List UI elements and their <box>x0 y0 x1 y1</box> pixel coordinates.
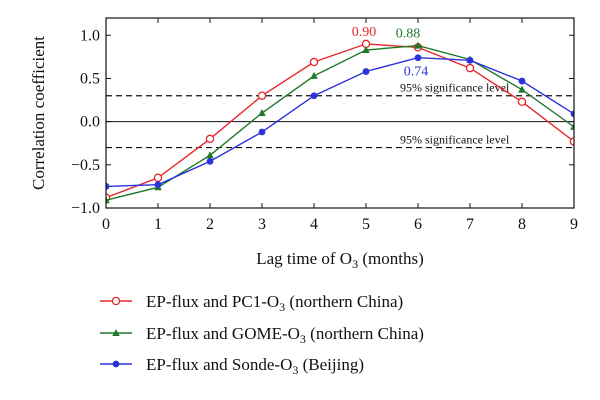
series-line <box>106 44 574 201</box>
data-label: 0.90 <box>352 25 377 40</box>
data-label: 0.88 <box>396 27 421 42</box>
data-point <box>570 110 574 118</box>
y-axis-label: Correlation coefficient <box>29 36 48 190</box>
data-point <box>465 63 475 73</box>
data-point <box>517 97 527 107</box>
x-tick-label: 7 <box>466 216 474 233</box>
data-point <box>518 85 526 93</box>
data-point <box>362 45 370 53</box>
x-tick-label: 3 <box>258 216 266 233</box>
x-tick-label: 8 <box>518 216 526 233</box>
y-tick-label: −1.0 <box>71 200 100 217</box>
plot-frame <box>105 17 575 209</box>
x-tick-label: 6 <box>414 216 422 233</box>
data-point <box>106 183 110 190</box>
series-group <box>106 39 574 204</box>
data-point <box>106 196 110 204</box>
significance-label: 95% significance level <box>400 133 510 147</box>
legend-marker <box>112 329 120 336</box>
x-axis-label: Lag time of O3 (months) <box>256 249 423 271</box>
data-point <box>206 151 214 159</box>
data-point <box>153 173 163 183</box>
data-point <box>258 109 266 116</box>
data-point <box>258 128 266 136</box>
data-point <box>257 91 267 100</box>
data-point <box>414 54 422 62</box>
x-tick-label: 2 <box>206 216 214 233</box>
data-point <box>518 77 526 85</box>
legend-label: EP-flux and GOME-O3 (northern China) <box>146 324 424 346</box>
y-tick-label: −0.5 <box>71 157 100 174</box>
y-tick-label: 0.5 <box>80 70 100 87</box>
significance-label: 95% significance level <box>400 81 510 95</box>
data-point <box>310 71 318 79</box>
data-point <box>569 137 574 146</box>
x-tick-label: 4 <box>310 216 318 233</box>
legend-label: EP-flux and Sonde-O3 (Beijing) <box>146 355 364 377</box>
data-label: 0.74 <box>404 65 429 80</box>
x-tick-label: 5 <box>362 216 370 233</box>
data-point <box>154 181 162 189</box>
x-tick-label: 1 <box>154 216 162 233</box>
series-line <box>106 43 574 199</box>
legend-marker <box>112 360 120 368</box>
data-point <box>309 57 319 67</box>
series-line <box>106 56 574 188</box>
x-tick-label: 0 <box>102 216 110 233</box>
legend-marker <box>111 296 121 306</box>
data-point <box>362 68 370 75</box>
data-point <box>414 41 422 49</box>
data-point <box>466 56 474 64</box>
data-point <box>205 134 215 144</box>
legend-label: EP-flux and PC1-O3 (northern China) <box>146 292 403 314</box>
data-point <box>570 122 574 130</box>
data-point <box>206 157 214 165</box>
y-tick-label: 1.0 <box>80 27 100 44</box>
y-tick-label: 0.0 <box>80 114 100 131</box>
x-tick-label: 9 <box>570 216 578 233</box>
data-point <box>310 92 318 100</box>
